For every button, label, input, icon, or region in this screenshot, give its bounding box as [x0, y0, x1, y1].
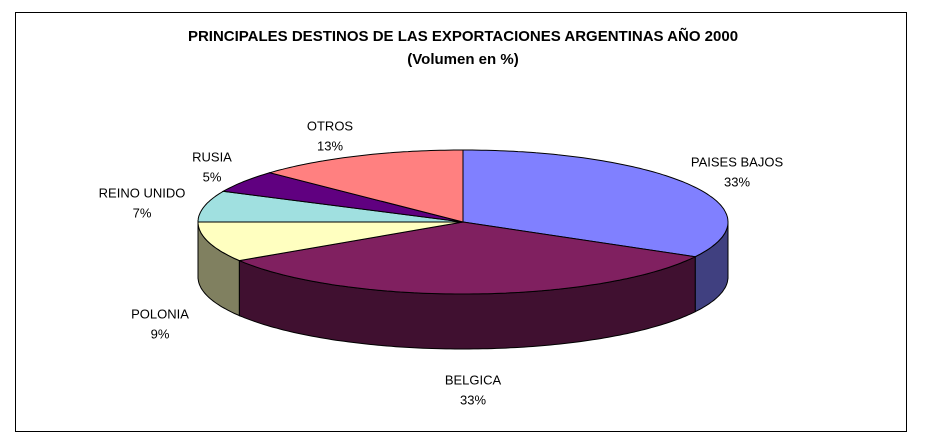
slice-label: OTROS: [307, 118, 354, 133]
slice: [197, 221, 464, 262]
slice-value-label: 5%: [203, 169, 222, 184]
slice-value-label: 33%: [724, 174, 750, 189]
slice-label: POLONIA: [131, 306, 189, 321]
slice: [267, 149, 464, 223]
slice-value-label: 13%: [317, 138, 343, 153]
slice-label: REINO UNIDO: [99, 185, 186, 200]
slice-value-label: 9%: [151, 326, 170, 341]
slice: [197, 190, 464, 223]
slice-label: BELGICA: [445, 372, 502, 387]
slice: [221, 172, 464, 223]
slice: [237, 221, 697, 295]
slice-value-label: 33%: [460, 392, 486, 407]
chart-title: PRINCIPALES DESTINOS DE LAS EXPORTACIONE…: [188, 27, 738, 45]
slice-label: PAISES BAJOS: [691, 154, 784, 169]
slice-label: RUSIA: [192, 149, 232, 164]
slice: [462, 149, 729, 258]
chart-subtitle: (Volumen en %): [407, 51, 518, 68]
slice-value-label: 7%: [133, 205, 152, 220]
